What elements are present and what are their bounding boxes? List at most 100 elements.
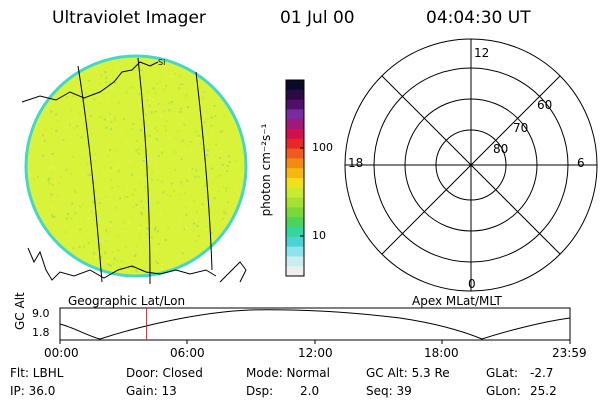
globe-speckle xyxy=(107,231,110,234)
colorbar-step xyxy=(286,89,304,101)
globe-speckle xyxy=(86,123,88,126)
meridian-line xyxy=(137,57,151,285)
globe-speckle xyxy=(236,147,239,150)
globe-speckle xyxy=(90,119,93,122)
globe-speckle xyxy=(180,181,183,184)
status-dsp-label: Dsp: xyxy=(246,384,274,398)
globe-speckle xyxy=(174,151,177,153)
globe-panel-label: Geographic Lat/Lon xyxy=(68,294,186,308)
globe-speckle xyxy=(151,171,154,174)
globe-speckle xyxy=(124,246,127,249)
globe-speckle xyxy=(89,112,92,115)
globe-speckle xyxy=(159,212,162,215)
polar-diagonal xyxy=(381,75,561,255)
globe-speckle xyxy=(69,123,72,126)
globe-speckle xyxy=(140,213,143,216)
globe-speckle xyxy=(138,227,140,229)
altitude-curve xyxy=(59,309,571,340)
globe-speckle xyxy=(224,212,227,215)
globe-speckle xyxy=(123,195,126,198)
globe-speckle xyxy=(51,183,54,186)
globe-speckle xyxy=(167,137,170,140)
colorbar-step xyxy=(286,138,304,150)
globe-speckle xyxy=(154,110,157,113)
globe-speckle xyxy=(83,102,86,105)
globe-speckle xyxy=(179,111,182,113)
globe-speckle xyxy=(109,82,112,84)
colorbar-step xyxy=(286,158,304,169)
globe-speckle xyxy=(155,260,157,263)
globe-speckle xyxy=(115,167,118,169)
globe-speckle xyxy=(109,87,112,90)
globe-texture xyxy=(33,65,239,272)
globe-speckle xyxy=(65,217,68,220)
globe-speckle xyxy=(217,190,220,193)
globe-speckle xyxy=(99,99,102,102)
mlt-label-0: 0 xyxy=(468,277,476,291)
globe-speckle xyxy=(194,130,197,133)
globe-speckle xyxy=(134,254,137,257)
globe-speckle xyxy=(220,129,223,132)
app-title: Ultraviolet Imager xyxy=(52,8,206,28)
mlat-label-60: 60 xyxy=(537,98,553,112)
globe-speckle xyxy=(118,266,121,269)
globe-speckle xyxy=(62,139,65,141)
colorbar-step xyxy=(286,119,304,130)
globe-speckle xyxy=(181,185,184,187)
globe-speckle xyxy=(50,193,53,196)
globe-speckle xyxy=(71,155,74,158)
globe-speckle xyxy=(103,118,106,121)
globe-speckle xyxy=(157,242,160,245)
globe-speckle xyxy=(130,173,133,176)
globe-speckle xyxy=(123,221,126,224)
globe-speckle xyxy=(146,233,149,236)
polar-grid xyxy=(344,38,598,292)
globe-speckle xyxy=(139,236,141,238)
globe-speckle xyxy=(87,217,90,219)
globe-speckle xyxy=(225,186,228,189)
globe-speckle xyxy=(86,142,89,145)
globe-speckle xyxy=(180,107,183,110)
globe-speckle xyxy=(52,172,54,175)
globe-speckle xyxy=(144,113,147,116)
globe-speckle xyxy=(105,195,107,198)
globe-speckle xyxy=(162,90,165,93)
globe-speckle xyxy=(72,247,75,250)
globe-speckle xyxy=(53,215,56,218)
globe-speckle xyxy=(117,234,120,237)
globe-speckle xyxy=(107,117,109,120)
globe-speckle xyxy=(87,210,90,213)
globe-speckle xyxy=(110,121,113,123)
globe-speckle xyxy=(168,102,171,105)
globe-speckle xyxy=(57,194,60,197)
mlat-label-80: 80 xyxy=(493,142,509,156)
globe-speckle xyxy=(93,218,96,221)
timeline-xtick-1200: 12:00 xyxy=(298,346,333,360)
globe-speckle xyxy=(111,83,114,86)
globe-speckle xyxy=(93,134,96,137)
globe-speckle xyxy=(195,169,197,172)
globe-speckle xyxy=(210,124,213,127)
globe-speckle xyxy=(112,80,115,83)
globe-speckle xyxy=(222,130,225,133)
globe-speckle xyxy=(185,213,188,216)
globe-speckle xyxy=(76,133,79,136)
globe-speckle xyxy=(119,197,121,200)
globe-speckle xyxy=(50,165,53,168)
globe-speckle xyxy=(138,152,140,155)
globe-speckle xyxy=(42,154,45,157)
globe-speckle xyxy=(152,87,155,90)
globe-speckle xyxy=(161,263,164,266)
globe-speckle xyxy=(76,125,79,128)
globe-speckle xyxy=(82,203,84,206)
globe-speckle xyxy=(143,154,146,157)
globe-speckle xyxy=(226,170,229,172)
globe-speckle xyxy=(128,160,131,163)
timeline-ylabel: GC Alt xyxy=(13,292,27,330)
globe-speckle xyxy=(60,175,63,178)
globe-speckle xyxy=(154,226,157,229)
globe-speckle xyxy=(213,197,216,200)
globe-speckle xyxy=(153,228,156,231)
globe-speckle xyxy=(178,83,181,86)
globe-speckle xyxy=(171,75,174,78)
